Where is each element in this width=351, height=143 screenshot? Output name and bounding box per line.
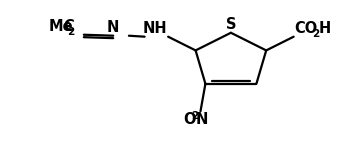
Text: Me: Me (48, 19, 73, 34)
Text: H: H (318, 21, 330, 36)
Text: 2: 2 (191, 111, 198, 121)
Text: 2: 2 (312, 29, 319, 39)
Text: N: N (196, 112, 208, 127)
Text: CO: CO (294, 21, 318, 36)
Text: C: C (63, 19, 74, 34)
Text: O: O (183, 112, 196, 127)
Text: 2: 2 (67, 27, 74, 37)
Text: NH: NH (143, 21, 167, 36)
Text: S: S (226, 17, 236, 32)
Text: N: N (107, 20, 119, 35)
